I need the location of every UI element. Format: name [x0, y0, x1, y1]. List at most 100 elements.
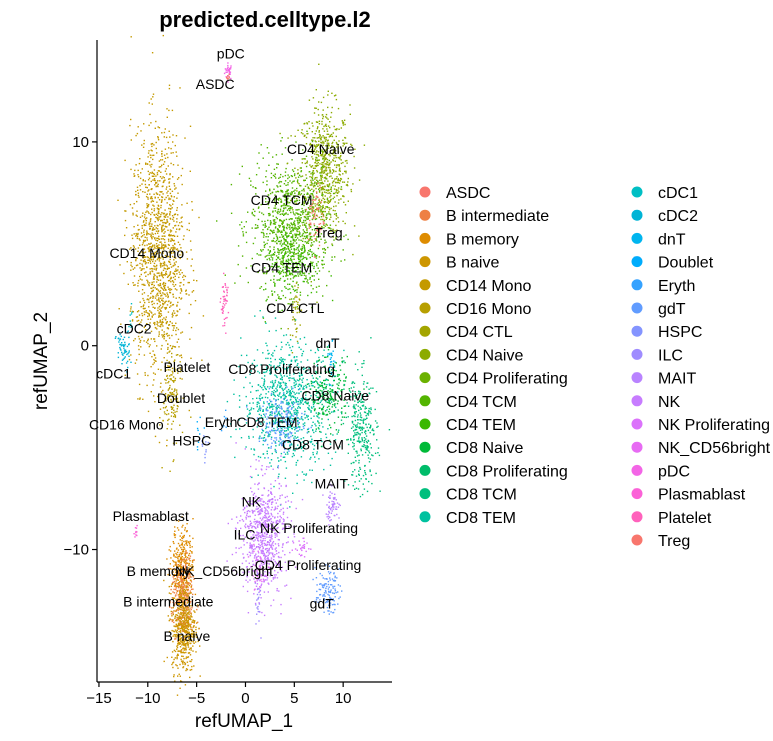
point: [294, 224, 296, 227]
point: [348, 388, 350, 390]
point: [267, 213, 270, 215]
point: [300, 170, 303, 172]
point: [182, 276, 184, 278]
point: [158, 285, 160, 287]
point: [284, 279, 286, 282]
point: [296, 306, 299, 308]
point: [158, 127, 161, 129]
point: [249, 373, 251, 376]
point: [321, 171, 323, 173]
point: [270, 371, 272, 373]
point: [339, 174, 341, 176]
point: [162, 389, 164, 392]
point: [311, 176, 314, 178]
point: [173, 259, 175, 261]
point: [325, 241, 327, 243]
point: [181, 252, 183, 254]
point: [267, 296, 270, 298]
point: [312, 186, 315, 188]
point: [266, 426, 268, 428]
point: [326, 198, 329, 201]
point: [317, 154, 319, 156]
point: [321, 194, 323, 196]
point: [274, 412, 276, 415]
point: [148, 248, 150, 251]
point: [317, 349, 320, 352]
point: [298, 447, 300, 449]
point: [171, 352, 173, 355]
point: [306, 416, 308, 418]
point: [273, 198, 276, 201]
point: [353, 407, 355, 409]
point: [309, 215, 311, 217]
point: [271, 414, 273, 416]
point: [313, 199, 315, 201]
point: [223, 415, 226, 418]
point: [283, 262, 285, 264]
point: [181, 378, 183, 380]
point: [143, 216, 146, 218]
point: [305, 391, 307, 394]
point: [313, 223, 315, 225]
point: [168, 240, 170, 242]
point: [336, 433, 338, 435]
point: [300, 390, 302, 393]
point: [320, 238, 322, 240]
point: [360, 419, 362, 421]
point: [331, 152, 333, 154]
point: [338, 374, 340, 376]
point: [281, 190, 283, 192]
point: [323, 125, 325, 128]
point: [316, 272, 318, 275]
point: [284, 147, 287, 149]
point: [268, 257, 270, 260]
point: [304, 219, 307, 222]
point: [305, 386, 308, 389]
point: [169, 273, 171, 276]
point: [157, 246, 159, 248]
point: [292, 452, 294, 455]
point: [162, 288, 164, 290]
point: [142, 257, 144, 259]
point: [156, 293, 158, 296]
point: [158, 160, 161, 162]
point: [143, 223, 146, 226]
point: [120, 323, 122, 325]
point: [293, 249, 296, 251]
point: [167, 394, 169, 396]
point: [272, 174, 275, 177]
point: [360, 448, 362, 450]
point: [295, 331, 298, 333]
point: [345, 376, 347, 378]
point: [317, 399, 319, 402]
point: [313, 213, 315, 216]
point: [166, 256, 169, 258]
point: [273, 222, 275, 224]
point: [225, 417, 227, 420]
point: [172, 176, 174, 178]
point: [320, 177, 322, 180]
point: [155, 288, 158, 290]
point: [149, 172, 151, 174]
point: [139, 275, 141, 278]
point: [292, 228, 294, 231]
point: [308, 233, 311, 236]
point: [332, 364, 335, 366]
point: [238, 406, 241, 408]
point: [290, 246, 292, 248]
point: [297, 273, 299, 275]
point: [167, 255, 170, 258]
point: [342, 139, 344, 141]
point: [309, 233, 311, 236]
point: [317, 228, 319, 230]
point: [282, 264, 284, 266]
point: [154, 127, 156, 129]
point: [314, 456, 316, 458]
point: [283, 445, 285, 447]
point: [303, 473, 305, 475]
point: [158, 331, 160, 333]
point: [306, 279, 309, 281]
point: [173, 239, 175, 242]
point: [327, 172, 329, 175]
point: [315, 291, 318, 293]
